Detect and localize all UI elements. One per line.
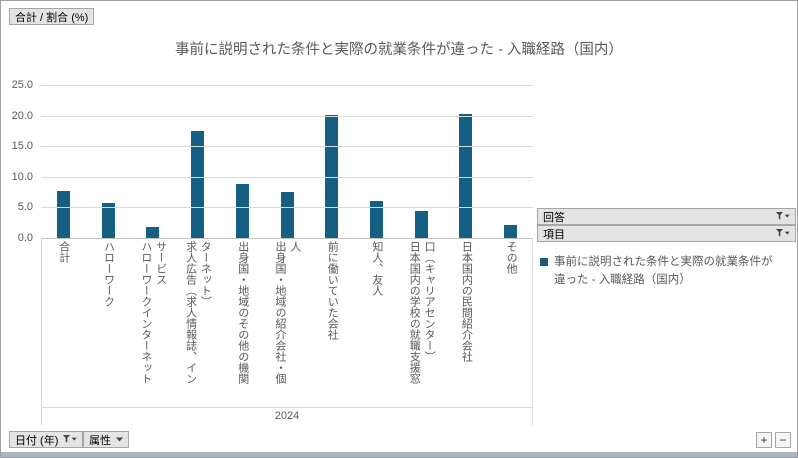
bar[interactable] — [146, 226, 160, 238]
bar[interactable] — [459, 114, 473, 238]
answer-field-button[interactable]: 回答 — [537, 208, 796, 225]
date-field-label: 日付 (年) — [15, 434, 59, 447]
axis-group-label: 2024 — [274, 410, 300, 422]
plot-area — [41, 85, 533, 239]
zoom-in-button[interactable]: + — [756, 432, 772, 448]
category-column — [309, 85, 354, 238]
axis-level-separator — [41, 407, 533, 408]
y-tick-label: 0.0 — [17, 232, 33, 244]
legend-item[interactable]: 事前に説明された条件と実際の就業条件が違った - 入職経路（国内） — [540, 254, 790, 290]
attribute-field-label: 属性 — [89, 434, 111, 447]
chart-title[interactable]: 事前に説明された条件と実際の就業条件が違った - 入職経路（国内） — [175, 42, 623, 58]
value-field-button[interactable]: 合計 / 割合 (%) — [9, 8, 95, 25]
category-label-text: 出身国・地域の紹介会社・個 人 — [274, 241, 301, 384]
bar[interactable] — [325, 115, 339, 238]
category-label-text: ハローワークインターネット サービス — [139, 241, 167, 384]
item-field-label: 項目 — [543, 228, 565, 241]
category-label: 合計 — [41, 241, 86, 407]
bar[interactable] — [370, 200, 383, 238]
attribute-field-button[interactable]: 属性 — [83, 431, 129, 448]
legend-series-label: 事前に説明された条件と実際の就業条件が違った - 入職経路（国内） — [554, 256, 773, 286]
bar[interactable] — [56, 190, 70, 238]
category-column — [488, 85, 533, 238]
category-label-text: 求人広告（求人情報誌、イン ターネット） — [184, 241, 212, 384]
filter-dropdown-icon[interactable] — [776, 229, 790, 238]
dropdown-caret-icon[interactable] — [116, 437, 123, 442]
category-label: 求人広告（求人情報誌、イン ターネット） — [175, 241, 220, 407]
y-tick-label: 5.0 — [17, 201, 33, 214]
category-column — [399, 85, 444, 238]
category-label: ハローワークインターネット サービス — [130, 241, 175, 407]
category-column — [354, 85, 399, 238]
category-label-text: 合計 — [57, 241, 70, 263]
category-label-text: ハローワーク — [102, 241, 115, 307]
category-label: 前に働いていた会社 — [309, 241, 354, 407]
y-tick-label: 25.0 — [11, 79, 33, 91]
category-label: その他 — [488, 241, 533, 407]
y-tick-label: 20.0 — [11, 109, 33, 122]
value-field-label: 合計 / 割合 (%) — [15, 11, 89, 24]
legend-series-marker — [540, 258, 548, 266]
bar[interactable] — [414, 211, 428, 238]
category-label: 日本国内の学校の就職支援窓 口（キャリアセンター） — [399, 241, 444, 407]
zoom-out-button[interactable]: − — [775, 432, 791, 448]
window-bottom-edge — [1, 452, 797, 457]
category-column — [220, 85, 265, 238]
item-field-button[interactable]: 項目 — [537, 225, 796, 242]
category-label-text: 日本国内の民間紹介会社 — [460, 241, 473, 362]
category-column — [444, 85, 489, 238]
answer-field-label: 回答 — [543, 211, 565, 224]
category-label: 知人、友人 — [354, 241, 399, 407]
category-label: 出身国・地域の紹介会社・個 人 — [265, 241, 310, 407]
category-axis-line — [41, 238, 533, 239]
gridline — [41, 146, 533, 148]
gridline — [41, 85, 533, 86]
y-tick-label: 15.0 — [11, 140, 33, 153]
date-field-button[interactable]: 日付 (年) — [9, 431, 84, 448]
category-label: 日本国内の民間紹介会社 — [444, 241, 489, 407]
category-column — [86, 85, 131, 238]
category-column — [175, 85, 220, 238]
filter-dropdown-icon[interactable] — [776, 212, 790, 221]
category-column — [265, 85, 310, 238]
category-label-text: その他 — [505, 241, 518, 274]
bar[interactable] — [280, 192, 294, 238]
bar[interactable] — [191, 130, 205, 238]
category-axis-labels: 合計 ハローワーク ハローワークインターネット サービス 求人広告（求人情報誌、イン … — [41, 241, 533, 407]
category-column — [41, 85, 86, 238]
category-label: 出身国・地域のその他の機関 — [220, 241, 265, 407]
bar[interactable] — [235, 184, 249, 238]
category-label-text: 日本国内の学校の就職支援窓 口（キャリアセンター） — [408, 241, 436, 384]
category-column — [130, 85, 175, 238]
bar[interactable] — [504, 225, 518, 238]
filter-dropdown-icon[interactable] — [63, 435, 78, 444]
category-label-text: 出身国・地域のその他の機関 — [236, 241, 249, 384]
y-tick-label: 10.0 — [11, 170, 33, 183]
bar[interactable] — [101, 203, 115, 238]
bar-series — [41, 85, 533, 238]
gridline — [41, 176, 533, 178]
gridline — [41, 207, 533, 209]
gridline — [41, 115, 533, 117]
category-label: ハローワーク — [86, 241, 131, 407]
category-label-text: 知人、友人 — [370, 241, 383, 296]
category-label-text: 前に働いていた会社 — [326, 241, 339, 340]
y-axis: 25.0 20.0 15.0 10.0 5.0 0.0 — [1, 80, 35, 245]
